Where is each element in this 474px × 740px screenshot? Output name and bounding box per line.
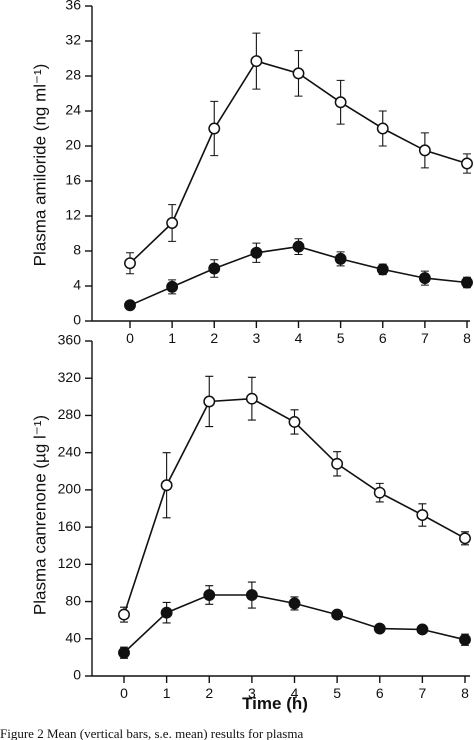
amiloride-data-point-filled — [376, 263, 389, 276]
canrenone-data-point-filled — [416, 623, 429, 636]
canrenone-y-tick-label: 320 — [58, 369, 82, 385]
amiloride-data-point-open — [461, 157, 473, 170]
amiloride-data-point-filled — [334, 252, 347, 265]
amiloride-x-ticks: 0 1 2 3 4 5 6 7 8 — [126, 321, 471, 346]
canrenone-y-tick-label: 40 — [65, 629, 81, 645]
amiloride-x-tick-label: 4 — [295, 330, 303, 346]
canrenone-data-point-filled — [373, 622, 386, 635]
canrenone-data-point-open — [416, 509, 429, 521]
canrenone-x-axis-label: Time (h) — [242, 694, 308, 713]
canrenone-x-tick-label: 1 — [163, 685, 171, 701]
amiloride-data-point-filled — [124, 299, 136, 312]
amiloride-x-tick-label: 6 — [379, 330, 387, 346]
amiloride-data-point-open — [166, 217, 179, 229]
amiloride-data-point-open — [208, 122, 221, 135]
canrenone-y-tick-label: 240 — [58, 443, 82, 459]
canrenone-y-axis-label: Plasma canrenone (µg l⁻¹) — [30, 415, 49, 615]
amiloride-x-tick-label: 0 — [126, 330, 134, 346]
canrenone-data-point-open — [245, 392, 258, 405]
amiloride-x-tick-label: 7 — [421, 330, 429, 346]
canrenone-y-ticks: 0 40 80 120 160 200 240 280 320 360 — [58, 332, 92, 683]
canrenone-data-point-filled — [288, 597, 301, 610]
canrenone-data-point-filled — [245, 589, 258, 601]
canrenone-series — [118, 375, 471, 659]
canrenone-x-tick-label: 6 — [376, 685, 384, 701]
amiloride-y-tick-label: 24 — [65, 102, 81, 118]
canrenone-x-tick-label: 0 — [120, 685, 128, 701]
canrenone-y-tick-label: 0 — [73, 667, 81, 683]
canrenone-y-tick-label: 280 — [58, 406, 82, 422]
canrenone-data-point-open — [288, 416, 301, 428]
canrenone-x-ticks: 0 1 2 3 4 5 6 7 8 — [120, 676, 469, 701]
amiloride-y-tick-label: 20 — [65, 137, 81, 153]
amiloride-data-point-open — [250, 55, 263, 68]
canrenone-y-tick-label: 200 — [58, 481, 82, 497]
amiloride-x-tick-label: 3 — [252, 330, 260, 346]
canrenone-x-tick-label: 7 — [418, 685, 426, 701]
amiloride-data-point-filled — [208, 262, 221, 275]
amiloride-data-point-filled — [418, 272, 431, 285]
amiloride-data-point-filled — [292, 240, 305, 253]
amiloride-data-point-open — [292, 67, 305, 80]
canrenone-x-tick-label: 8 — [461, 685, 469, 701]
canrenone-x-tick-label: 5 — [333, 685, 341, 701]
amiloride-y-tick-label: 12 — [65, 207, 81, 223]
canrenone-data-point-filled — [118, 646, 130, 659]
amiloride-y-tick-label: 36 — [65, 0, 81, 13]
canrenone-x-tick-label: 2 — [205, 685, 213, 701]
amiloride-y-tick-label: 4 — [73, 277, 81, 293]
amiloride-x-tick-label: 8 — [463, 330, 471, 346]
amiloride-series — [124, 32, 473, 312]
amiloride-x-tick-label: 5 — [337, 330, 345, 346]
canrenone-data-point-filled — [331, 608, 344, 621]
canrenone-data-point-filled — [160, 606, 173, 619]
amiloride-series-line-filled — [129, 245, 468, 307]
figure-caption: Figure 2 Mean (vertical bars, s.e. mean)… — [0, 726, 304, 740]
canrenone-y-tick-label: 120 — [58, 555, 82, 571]
amiloride-data-point-filled — [250, 246, 263, 259]
amiloride-data-point-filled — [166, 280, 179, 293]
amiloride-x-tick-label: 2 — [210, 330, 218, 346]
canrenone-data-point-filled — [459, 633, 471, 646]
amiloride-y-axis-label: Plasma amiloride (ng ml⁻¹) — [30, 64, 49, 267]
canrenone-data-point-filled — [203, 589, 216, 601]
canrenone-y-tick-label: 160 — [58, 518, 82, 534]
amiloride-data-point-open — [418, 144, 431, 157]
canrenone-data-point-open — [459, 532, 471, 545]
canrenone-data-point-open — [160, 479, 173, 492]
canrenone-x-tick-label: 3 — [248, 685, 256, 701]
amiloride-x-tick-label: 1 — [168, 330, 176, 346]
amiloride-y-tick-label: 28 — [65, 67, 81, 83]
canrenone-data-point-open — [203, 395, 216, 408]
canrenone-y-tick-label: 360 — [58, 332, 82, 348]
amiloride-y-tick-label: 32 — [65, 32, 81, 48]
canrenone-data-point-open — [331, 457, 344, 470]
amiloride-data-point-open — [376, 122, 389, 135]
amiloride-y-ticks: 0 4 8 12 16 20 24 28 32 36 — [65, 0, 92, 328]
canrenone-data-point-open — [373, 486, 386, 499]
amiloride-y-tick-label: 16 — [65, 172, 81, 188]
amiloride-data-point-open — [334, 96, 347, 109]
amiloride-data-point-filled — [461, 276, 473, 289]
canrenone-x-tick-label: 4 — [291, 685, 299, 701]
amiloride-y-tick-label: 8 — [73, 242, 81, 258]
canrenone-data-point-open — [118, 608, 130, 621]
amiloride-data-point-open — [124, 257, 136, 270]
amiloride-y-tick-label: 0 — [73, 312, 81, 328]
canrenone-y-tick-label: 80 — [65, 592, 81, 608]
